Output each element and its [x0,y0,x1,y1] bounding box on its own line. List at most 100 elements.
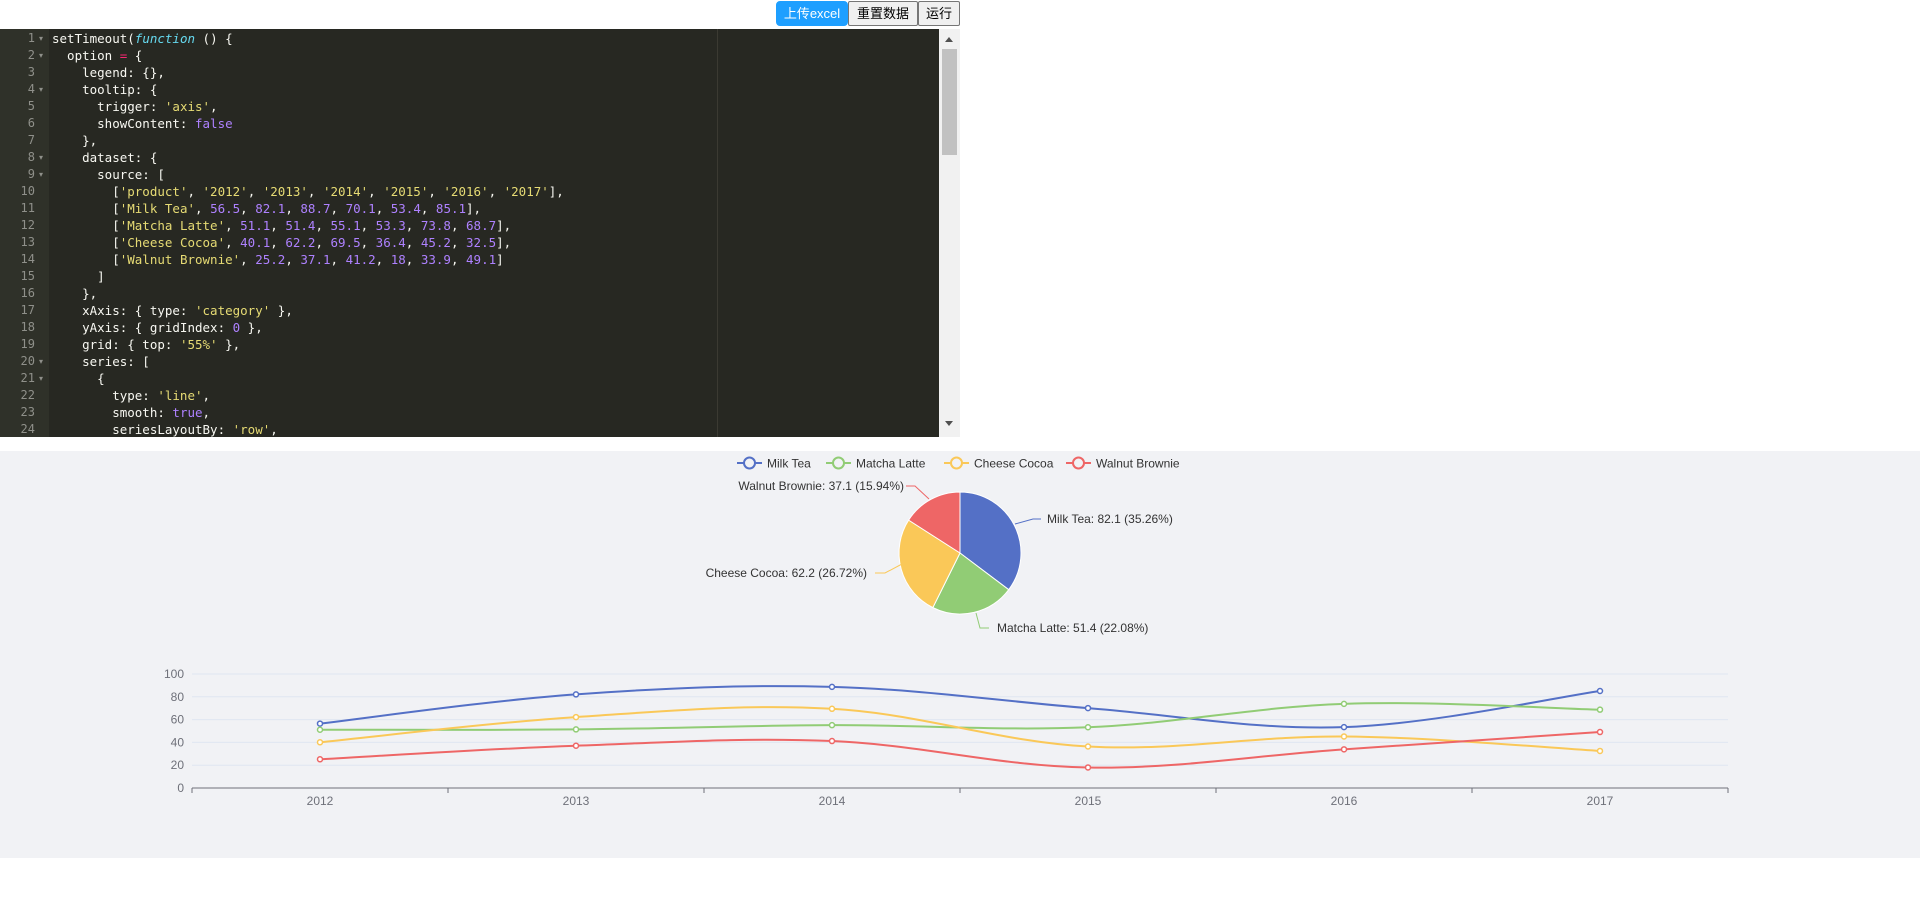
code-token: { [127,48,143,63]
legend-label: Walnut Brownie [1096,457,1180,471]
line-number: 1 [27,31,35,45]
series-point[interactable] [1084,704,1092,712]
series-point[interactable] [1084,723,1092,731]
code-token: 88.7 [300,201,331,216]
pie-slice[interactable] [898,519,961,609]
series-point[interactable] [1596,747,1604,755]
code-token: () { [195,31,233,46]
code-line: }, [49,285,939,302]
legend-label: Matcha Latte [856,457,926,471]
series-point[interactable] [572,726,580,733]
code-token: = [119,48,128,63]
fold-arrow-icon[interactable]: ▾ [39,51,44,60]
series-point[interactable] [828,705,836,713]
code-token: { [52,371,105,386]
chart-canvas: Milk Tea Matcha Latte Cheese Cocoa Walnut B… [164,456,1729,808]
series-point[interactable] [1084,764,1092,771]
editor-code-area[interactable]: setTimeout(function () { option = { lege… [49,29,939,437]
code-token: 41.2 [345,252,376,267]
code-token: [ [52,201,120,216]
code-token: 32.5 [466,235,497,250]
series-point[interactable] [1340,723,1348,731]
series-point[interactable] [1084,743,1092,750]
series-point[interactable] [1596,706,1604,713]
legend-item[interactable]: Walnut Brownie [1066,456,1180,471]
code-token: 62.2 [285,235,316,250]
series-point[interactable] [572,713,580,721]
code-token: }, [52,133,98,148]
code-token: 53.3 [375,218,406,233]
x-tick-label: 2014 [819,794,846,808]
series-point[interactable] [316,739,324,746]
scroll-up-arrow-icon[interactable] [945,37,953,42]
y-tick-label: 60 [171,713,185,727]
reset-data-button[interactable]: 重置数据 [848,1,918,26]
code-token: , [360,218,376,233]
fold-arrow-icon[interactable]: ▾ [39,34,44,43]
fold-arrow-icon[interactable]: ▾ [39,357,44,366]
code-token: ], [496,218,512,233]
series-point[interactable] [828,683,836,691]
code-token: series: [ [52,354,150,369]
code-token: 51.4 [285,218,316,233]
run-button[interactable]: 运行 [918,1,960,26]
series-point[interactable] [316,720,324,727]
code-line: legend: {}, [49,64,939,81]
series-point[interactable] [572,742,580,749]
series-point[interactable] [1340,746,1348,753]
code-token: , [488,184,504,199]
pie-slice[interactable] [907,491,961,554]
pie-label-line [975,612,989,629]
legend-item[interactable]: Cheese Cocoa [944,456,1054,471]
line-number: 23 [20,405,35,419]
fold-arrow-icon[interactable]: ▾ [39,374,44,383]
code-token: '2014' [322,184,369,199]
series-point[interactable] [1340,733,1348,740]
fold-arrow-icon[interactable]: ▾ [39,153,44,162]
code-token: setTimeout( [52,31,135,46]
pie-slice[interactable] [932,552,1010,615]
code-token: , [315,235,331,250]
code-token: 49.1 [466,252,497,267]
code-token: 85.1 [435,201,467,216]
series-point[interactable] [1596,728,1604,736]
scroll-down-arrow-icon[interactable] [945,421,953,426]
line-number: 16 [20,286,35,300]
upload-excel-button[interactable]: 上传excel [776,1,848,26]
line-number: 19 [20,337,35,351]
code-token: 'product' [119,184,188,199]
code-token: option [52,48,120,63]
code-line: ] [49,268,939,285]
code-token: , [405,218,421,233]
series-point[interactable] [316,756,324,763]
editor-scrollbar[interactable] [939,29,960,437]
series-point[interactable] [828,721,836,729]
code-token: 0 [232,320,241,335]
legend-item[interactable]: Matcha Latte [826,456,926,471]
scroll-thumb[interactable] [942,49,957,155]
code-token: false [195,116,233,131]
code-line: { [49,370,939,387]
code-token: 25.2 [255,252,286,267]
code-token: , [450,218,467,233]
legend-item[interactable]: Milk Tea [737,456,811,471]
code-token: , [420,201,436,216]
pie-slice[interactable] [959,491,1022,591]
code-token: , [285,252,301,267]
line-number: 13 [20,235,35,249]
series-point[interactable] [1596,687,1604,695]
fold-arrow-icon[interactable]: ▾ [39,85,44,94]
series-point[interactable] [1340,700,1348,708]
series-point[interactable] [828,737,836,745]
pie-label-line [1014,518,1041,525]
line-number: 2 [27,48,35,62]
x-tick-label: 2017 [1587,794,1614,808]
code-token: 37.1 [300,252,331,267]
code-token: '2017' [503,184,549,199]
line-number: 6 [27,116,35,130]
series-point[interactable] [572,691,580,698]
fold-arrow-icon[interactable]: ▾ [39,170,44,179]
code-editor[interactable]: 1 ▾ 2 ▾ 3 4 ▾ 5 6 7 8 ▾ 9 ▾ 10 11 12 13 14 15 16 17 18 19 20 ▾ 21 ▾… [0,29,960,437]
pie-label-line [906,485,930,500]
series-point[interactable] [316,726,324,733]
